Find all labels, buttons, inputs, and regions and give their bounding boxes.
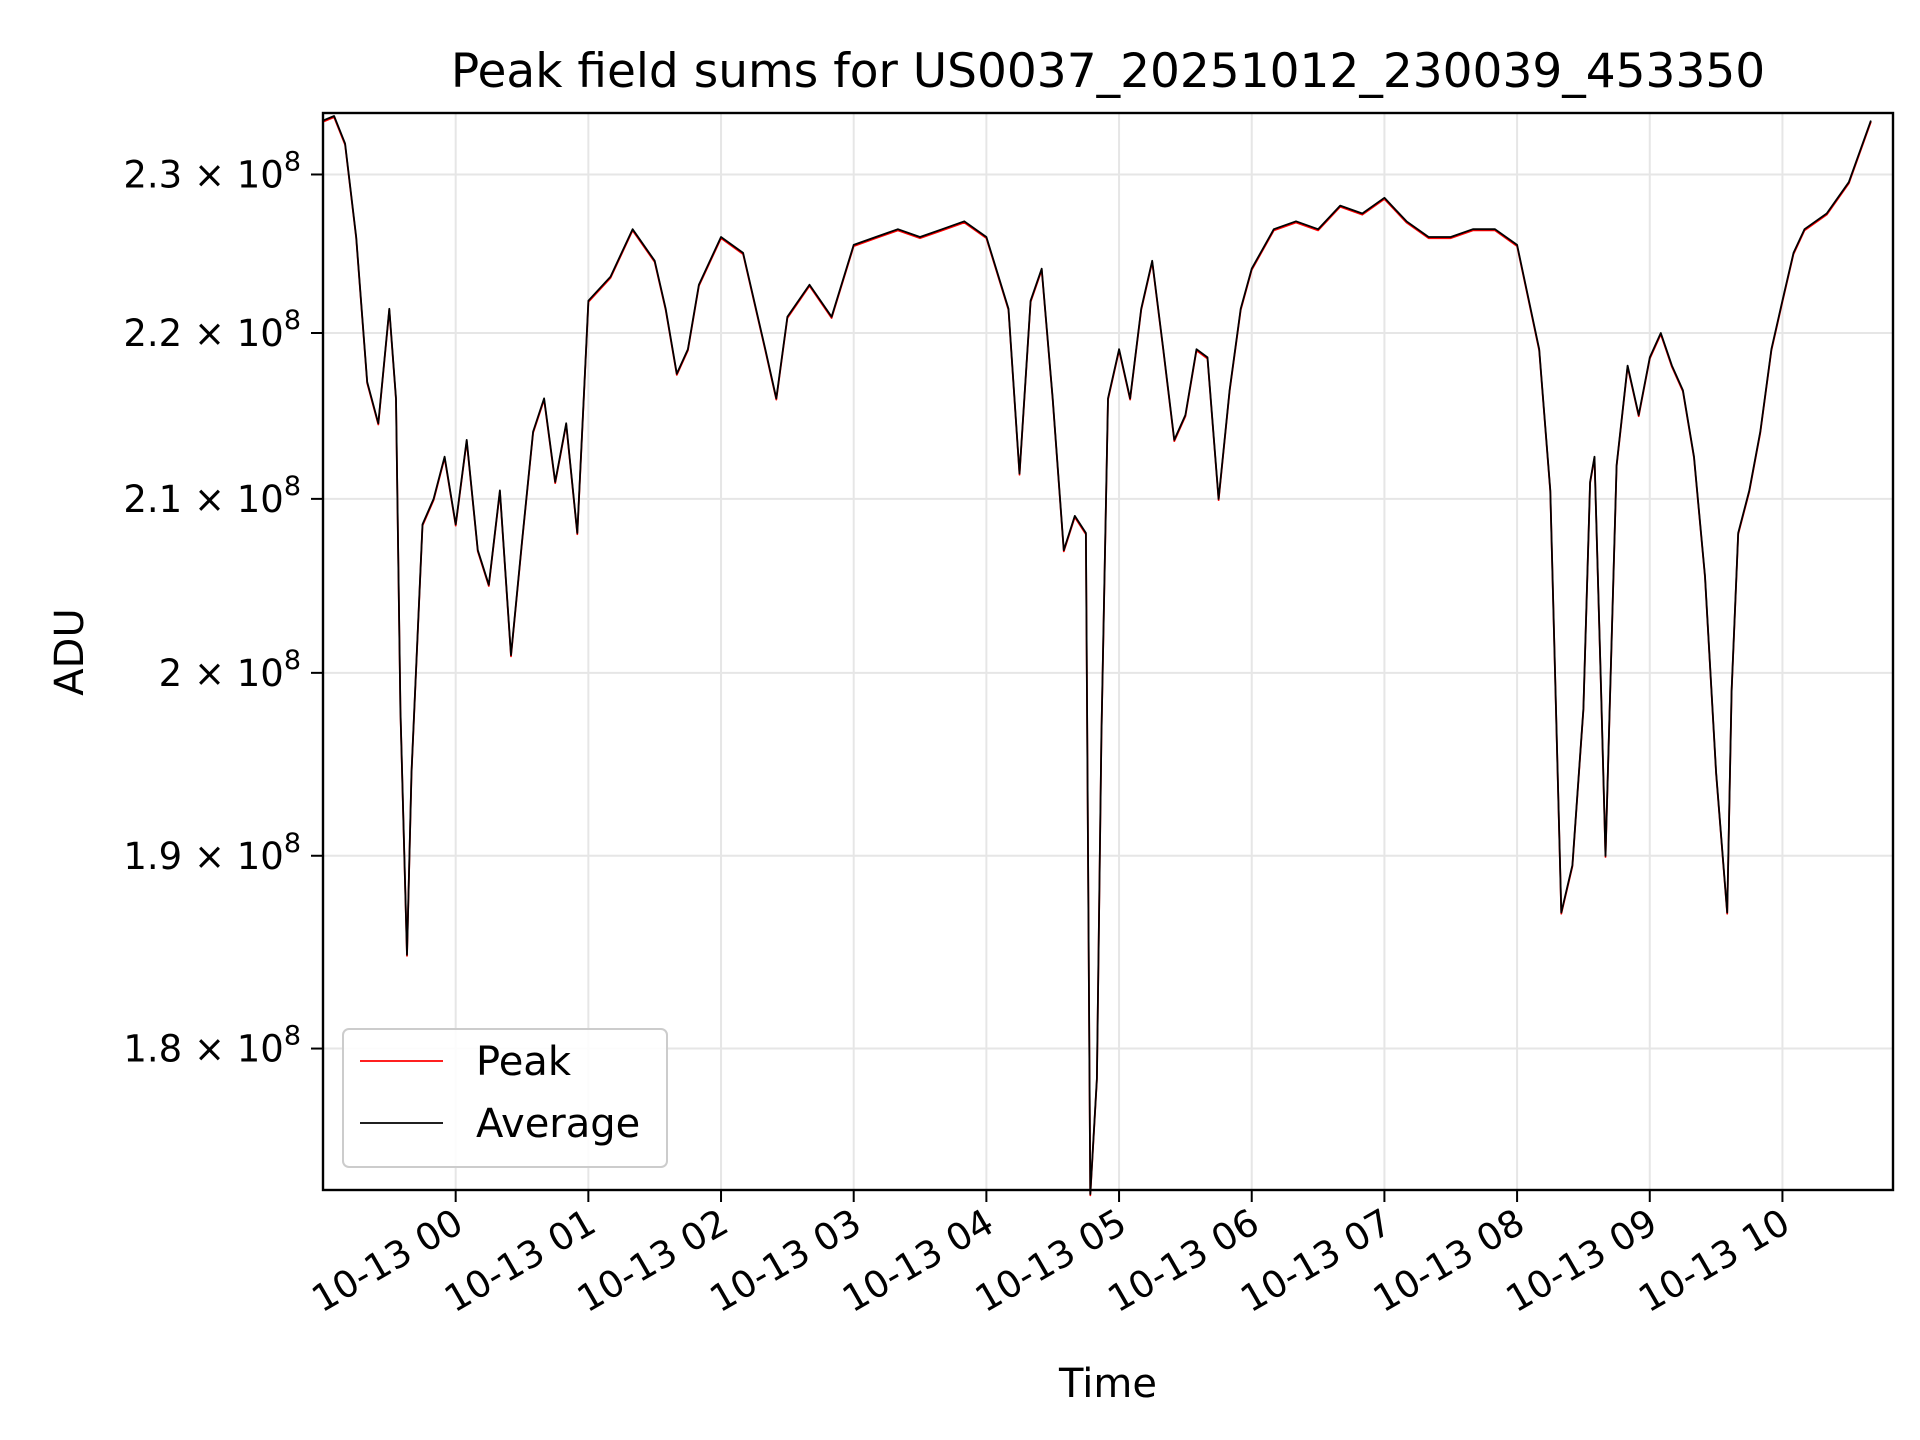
y-tick-times: ×	[182, 478, 237, 521]
y-tick-base: 10	[237, 312, 284, 355]
y-tick-label: 2.2 × 108	[123, 305, 301, 355]
y-tick-exponent: 8	[284, 1021, 301, 1052]
y-tick-label: 1.8 × 108	[123, 1021, 301, 1071]
y-tick-mantissa: 2.2	[123, 312, 182, 355]
chart-title: Peak field sums for US0037_20251012_2300…	[451, 44, 1765, 99]
y-tick-exponent: 8	[284, 471, 301, 502]
y-tick-exponent: 8	[284, 146, 301, 177]
y-tick-times: ×	[182, 1028, 237, 1071]
y-tick-base: 10	[237, 652, 284, 695]
y-tick-mantissa: 2.1	[123, 478, 182, 521]
y-tick-exponent: 8	[284, 828, 301, 859]
y-tick-times: ×	[182, 835, 237, 878]
legend-label-average: Average	[476, 1101, 640, 1147]
y-tick-mantissa: 2	[159, 652, 183, 695]
y-tick-mantissa: 2.3	[123, 153, 182, 196]
y-tick-label: 2.3 × 108	[123, 146, 301, 196]
y-tick-times: ×	[182, 652, 237, 695]
y-tick-label: 1.9 × 108	[123, 828, 301, 878]
y-tick-base: 10	[237, 478, 284, 521]
y-tick-base: 10	[237, 153, 284, 196]
legend-label-peak: Peak	[476, 1039, 572, 1085]
y-tick-exponent: 8	[284, 645, 301, 676]
y-tick-base: 10	[237, 835, 284, 878]
x-axis-label: Time	[1058, 1361, 1157, 1407]
y-tick-label: 2.1 × 108	[123, 471, 301, 521]
plot-frame	[321, 111, 1895, 1192]
grid-lines	[323, 113, 1893, 1190]
series-line-average	[322, 115, 1872, 1195]
y-tick-mantissa: 1.8	[123, 1028, 182, 1071]
y-tick-base: 10	[237, 1028, 284, 1071]
y-tick-times: ×	[182, 153, 237, 196]
legend-box	[342, 1028, 668, 1168]
y-tick-label: 2 × 108	[159, 645, 301, 695]
y-tick-times: ×	[182, 312, 237, 355]
y-tick-exponent: 8	[284, 305, 301, 336]
y-tick-mantissa: 1.9	[123, 835, 182, 878]
y-axis-label: ADU	[47, 608, 93, 695]
legend: Peak Average	[342, 1028, 668, 1168]
series-lines	[322, 115, 1872, 1197]
